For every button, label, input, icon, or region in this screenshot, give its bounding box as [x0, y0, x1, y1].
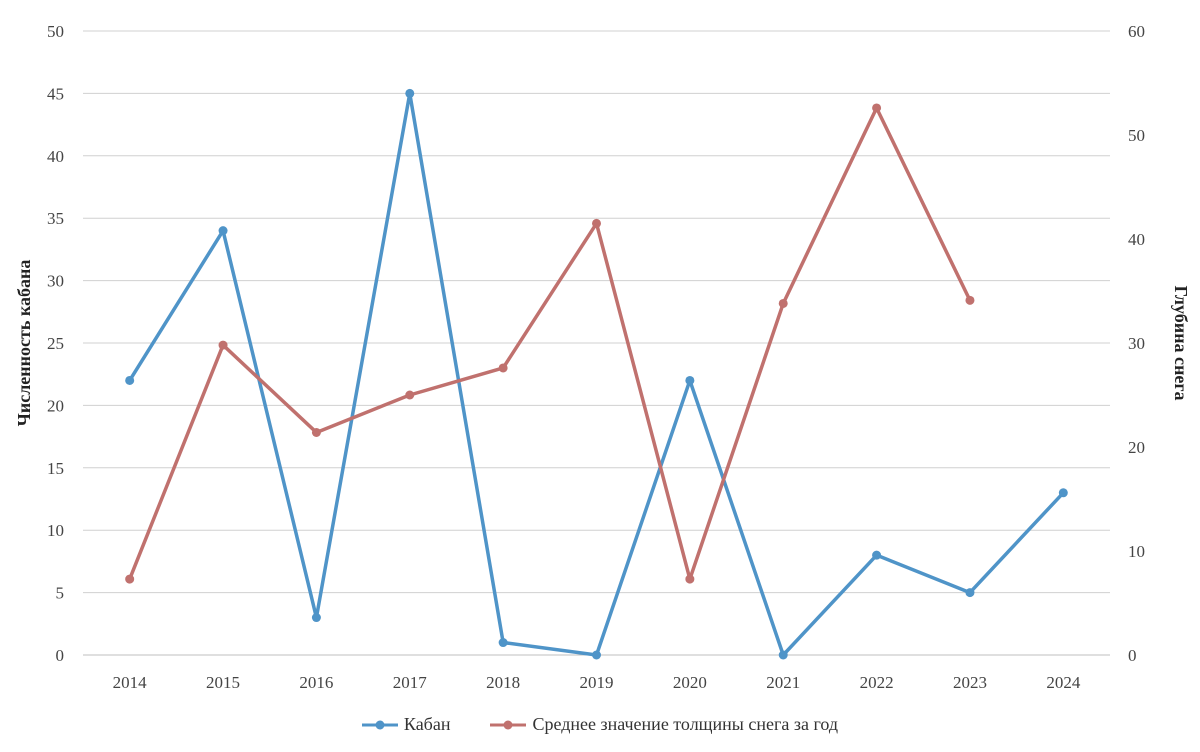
x-tick-label: 2023 — [953, 673, 987, 692]
legend-item-boar: Кабан — [361, 714, 451, 735]
x-tick-label: 2024 — [1046, 673, 1081, 692]
series-point-0 — [872, 550, 882, 560]
right-axis-title: Глубина снега — [1171, 285, 1191, 400]
right-tick-label: 40 — [1128, 230, 1145, 249]
series-point-1 — [685, 574, 695, 584]
legend-marker-snow — [490, 720, 527, 729]
series-point-0 — [778, 650, 788, 660]
left-axis-title: Численность кабана — [14, 260, 34, 427]
left-tick-label: 20 — [47, 396, 64, 415]
left-tick-label: 45 — [47, 84, 64, 103]
series-point-1 — [311, 427, 321, 437]
x-tick-label: 2021 — [766, 673, 800, 692]
series-point-1 — [125, 574, 135, 584]
series-point-1 — [498, 363, 508, 373]
x-axis-ticks: 2014 2015 2016 2017 2018 2019 2020 2021 2022 2023… — [113, 673, 1081, 692]
right-tick-label: 50 — [1128, 126, 1145, 145]
left-tick-label: 35 — [47, 209, 64, 228]
left-tick-label: 10 — [47, 521, 64, 540]
right-tick-label: 0 — [1128, 646, 1137, 665]
legend-label-boar: Кабан — [403, 714, 451, 734]
left-tick-label: 0 — [56, 646, 65, 665]
series-point-0 — [592, 650, 601, 660]
left-tick-label: 5 — [56, 584, 65, 603]
x-tick-label: 2015 — [206, 673, 240, 692]
x-tick-label: 2014 — [113, 673, 148, 692]
series-point-0 — [1058, 488, 1068, 498]
right-tick-label: 30 — [1128, 334, 1145, 353]
left-tick-label: 25 — [47, 334, 64, 353]
series-point-0 — [405, 88, 415, 98]
series-point-1 — [405, 390, 415, 400]
series-point-0 — [218, 226, 228, 236]
series-point-1 — [218, 340, 228, 350]
series-point-1 — [778, 298, 788, 308]
series-point-0 — [125, 375, 135, 385]
right-tick-label: 10 — [1128, 542, 1145, 561]
x-tick-label: 2016 — [299, 673, 333, 692]
left-tick-label: 30 — [47, 272, 64, 291]
x-tick-label: 2018 — [486, 673, 520, 692]
x-tick-label: 2022 — [860, 673, 894, 692]
right-axis-ticks: 0 10 20 30 40 50 60 — [1128, 22, 1145, 665]
x-tick-label: 2019 — [580, 673, 614, 692]
series-layer — [125, 88, 1068, 660]
legend: Кабан Среднее значение толщины снега за … — [0, 714, 1200, 735]
left-tick-label: 50 — [47, 22, 64, 41]
grid-lines — [83, 30, 1110, 594]
series-point-0 — [498, 638, 508, 648]
x-tick-label: 2017 — [393, 673, 428, 692]
right-tick-label: 60 — [1128, 22, 1145, 41]
series-point-0 — [311, 613, 321, 623]
right-tick-label: 20 — [1128, 438, 1145, 457]
series-line-0 — [127, 91, 1066, 657]
legend-label-snow: Среднее значение толщины снега за год — [532, 714, 839, 734]
series-point-1 — [592, 218, 601, 228]
legend-item-snow: Среднее значение толщины снега за год — [490, 714, 838, 735]
left-tick-label: 40 — [47, 147, 64, 166]
left-axis-ticks: 0 5 10 15 20 25 30 35 40 45 50 — [47, 22, 64, 665]
series-point-1 — [872, 103, 882, 113]
legend-marker-boar — [361, 720, 398, 729]
series-point-0 — [965, 588, 975, 598]
series-line-1 — [127, 106, 972, 581]
x-tick-label: 2020 — [673, 673, 707, 692]
series-point-1 — [965, 295, 975, 305]
left-tick-label: 15 — [47, 459, 64, 478]
series-point-0 — [685, 375, 695, 385]
